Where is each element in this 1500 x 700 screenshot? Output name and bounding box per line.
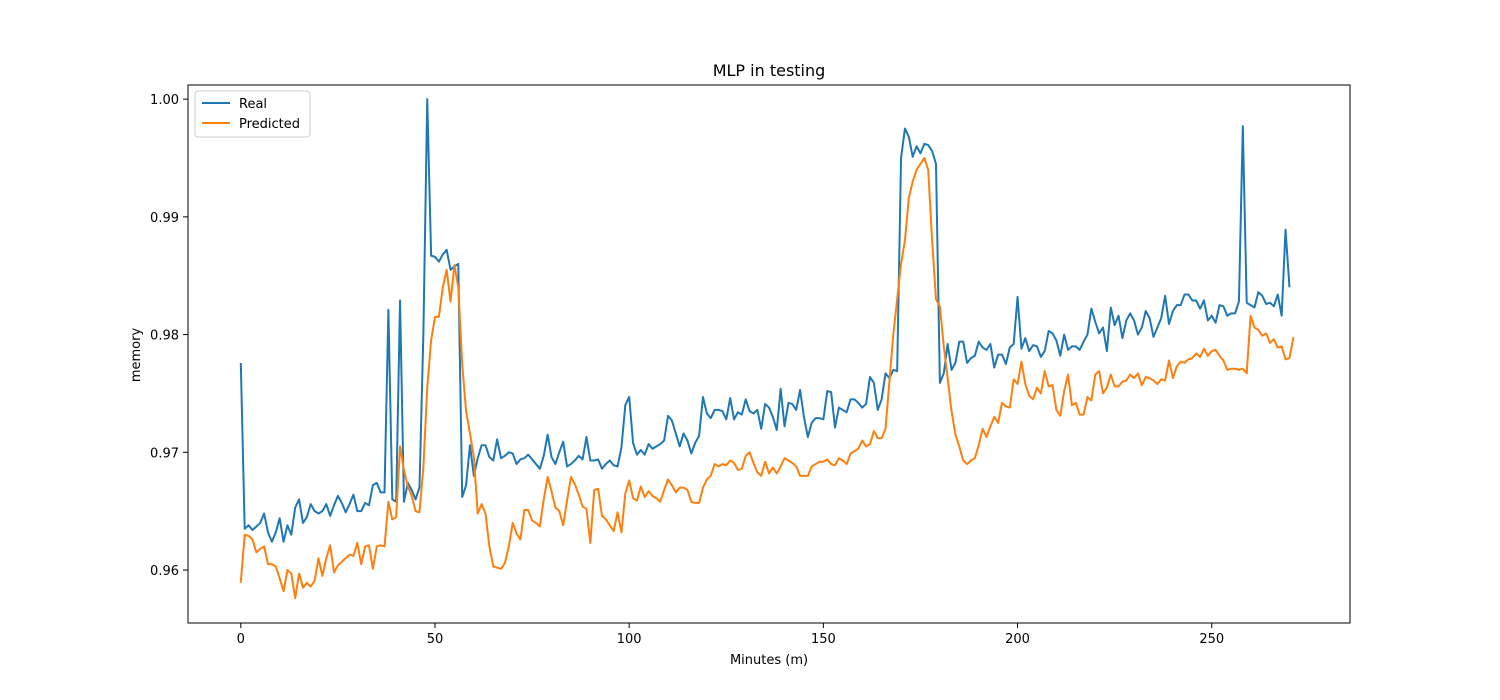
x-tick-label: 50 bbox=[427, 632, 444, 647]
series-line-predicted bbox=[239, 156, 1295, 600]
x-axis: 0 50 100 150 200 250 bbox=[237, 623, 1224, 647]
x-tick-label: 200 bbox=[1005, 632, 1030, 647]
y-tick-label: 0.98 bbox=[150, 329, 179, 344]
y-tick-label: 0.97 bbox=[150, 446, 179, 461]
y-tick-label: 1.00 bbox=[150, 93, 179, 108]
x-axis-label: Minutes (m) bbox=[730, 653, 808, 668]
series-line-real bbox=[239, 98, 1291, 543]
y-axis-label: memory bbox=[129, 328, 144, 383]
y-axis: 0.96 0.97 0.98 0.99 1.00 bbox=[150, 93, 188, 579]
series-lines bbox=[239, 98, 1295, 600]
chart-title: MLP in testing bbox=[713, 61, 826, 80]
y-tick-label: 0.96 bbox=[150, 564, 179, 579]
legend-label-predicted: Predicted bbox=[239, 117, 300, 132]
x-tick-label: 250 bbox=[1199, 632, 1224, 647]
x-tick-label: 150 bbox=[811, 632, 836, 647]
legend: Real Predicted bbox=[194, 90, 311, 138]
x-tick-label: 100 bbox=[617, 632, 642, 647]
y-tick-label: 0.99 bbox=[150, 211, 179, 226]
plot-frame bbox=[187, 84, 1351, 624]
legend-label-real: Real bbox=[239, 97, 267, 112]
x-tick-label: 0 bbox=[237, 632, 245, 647]
